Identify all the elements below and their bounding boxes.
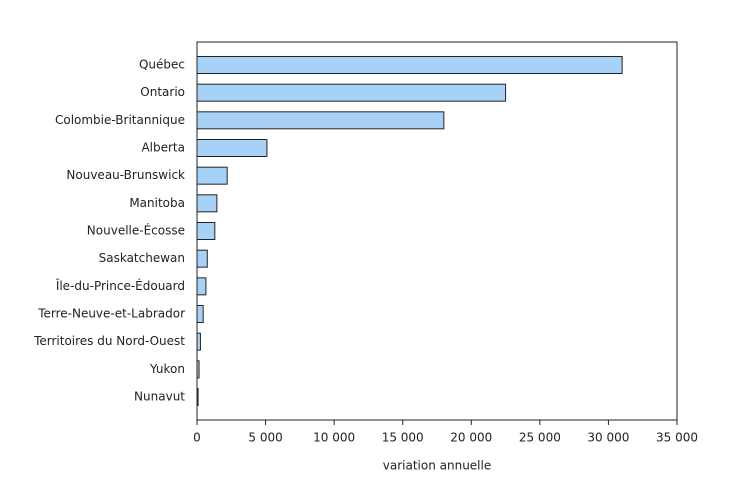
bar	[196, 222, 216, 240]
x-tick-label: 15 000	[382, 431, 424, 445]
bar	[196, 111, 445, 130]
y-tick-label: Saskatchewan	[99, 251, 185, 265]
y-tick-label: Île-du-Prince-Édouard	[55, 278, 185, 293]
y-tick-label: Colombie-Britannique	[55, 113, 185, 127]
y-tick-label: Nunavut	[134, 390, 185, 404]
x-tick-label: 25 000	[519, 431, 561, 445]
bar	[196, 194, 218, 213]
bar	[196, 360, 200, 379]
bar	[196, 56, 623, 74]
bar	[196, 139, 268, 157]
y-tick-label: Ontario	[140, 85, 185, 99]
x-axis-label: variation annuelle	[383, 459, 491, 473]
x-tick-label: 0	[193, 431, 201, 445]
x-tick-label: 10 000	[313, 431, 355, 445]
y-tick-label: Nouvelle-Écosse	[87, 223, 185, 238]
y-tick-label: Yukon	[149, 362, 185, 376]
bar	[196, 83, 507, 102]
y-tick-label: Québec	[139, 58, 185, 72]
bar	[196, 332, 201, 351]
x-tick-label: 5 000	[248, 431, 282, 445]
bar	[196, 388, 199, 406]
bar	[196, 249, 208, 268]
y-tick-label: Terre-Neuve-et-Labrador	[37, 307, 185, 321]
x-tick-label: 30 000	[587, 431, 629, 445]
y-tick-label: Territoires du Nord-Ouest	[33, 334, 185, 348]
bar	[196, 166, 228, 185]
x-tick-label: 35 000	[656, 431, 698, 445]
y-tick-label: Alberta	[141, 141, 185, 155]
bar	[196, 277, 207, 296]
x-tick-label: 20 000	[450, 431, 492, 445]
y-tick-label: Manitoba	[129, 196, 185, 210]
y-tick-label: Nouveau-Brunswick	[66, 168, 185, 182]
bar	[196, 305, 204, 323]
